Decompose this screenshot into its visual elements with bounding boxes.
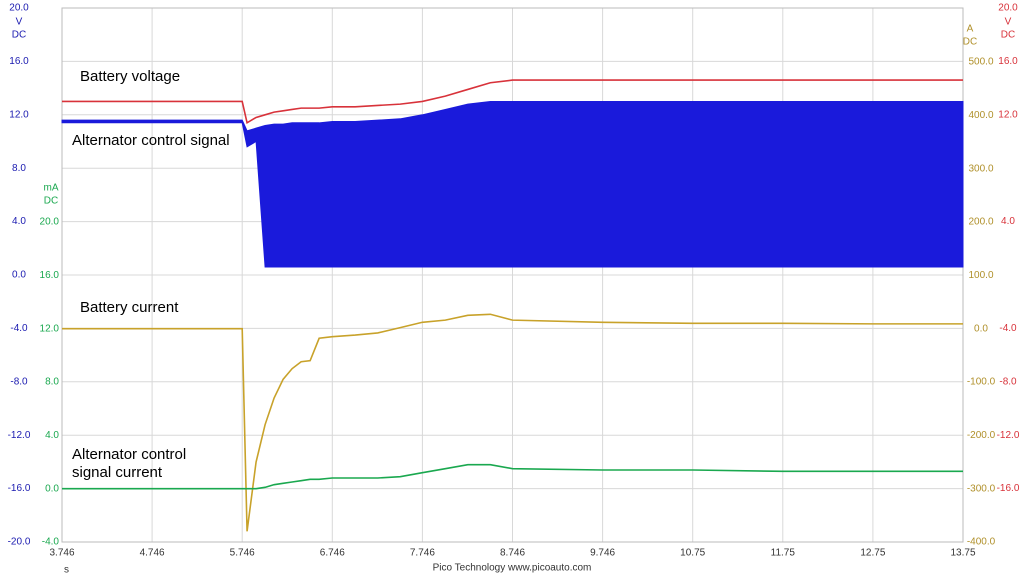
y-tick-label: 12.0 <box>40 323 60 334</box>
y-tick-label: -12.0 <box>997 430 1020 441</box>
x-tick-label: 3.746 <box>49 548 74 559</box>
y-tick-label: 4.0 <box>12 216 26 227</box>
x-tick-label: 11.75 <box>771 548 796 559</box>
y-tick-label: 300.0 <box>968 163 993 174</box>
x-axis-label: s <box>64 565 69 576</box>
y-tick-label: 20.0 <box>998 3 1018 14</box>
y-tick-label: 500.0 <box>968 57 993 68</box>
x-tick-label: 13.75 <box>950 548 975 559</box>
y-tick-label: 100.0 <box>968 270 993 281</box>
y-tick-label: -12.0 <box>8 430 31 441</box>
y-tick-label: -4.0 <box>42 537 60 548</box>
y-tick-label: -100.0 <box>967 377 996 388</box>
y-tick-label: -16.0 <box>997 483 1020 494</box>
y-tick-label: -200.0 <box>967 430 996 441</box>
series-label: Alternator control signal current <box>72 446 187 481</box>
axis-unit: A <box>967 24 974 35</box>
y-tick-label: 4.0 <box>45 430 59 441</box>
y-tick-label: 8.0 <box>45 377 59 388</box>
y-tick-label: -4.0 <box>999 323 1017 334</box>
axis-unit: DC <box>1001 30 1015 41</box>
plot-frame <box>61 7 964 543</box>
series-label: Alternator control signal <box>72 132 230 149</box>
x-tick-label: 7.746 <box>410 548 435 559</box>
axis-unit: DC <box>44 196 58 207</box>
y-tick-label: -300.0 <box>967 483 996 494</box>
footer: Pico Technology www.picoauto.com <box>433 563 592 574</box>
y-tick-label: 4.0 <box>1001 216 1015 227</box>
x-tick-label: 4.746 <box>140 548 165 559</box>
y-tick-label: -16.0 <box>8 483 31 494</box>
y-tick-label: -20.0 <box>8 537 31 548</box>
axis-unit: DC <box>963 37 977 48</box>
y-tick-label: 16.0 <box>9 56 29 67</box>
x-tick-label: 8.746 <box>500 548 525 559</box>
y-tick-label: 0.0 <box>12 270 26 281</box>
y-tick-label: -8.0 <box>999 376 1017 387</box>
y-tick-label: 400.0 <box>968 110 993 121</box>
y-tick-label: -400.0 <box>967 537 996 548</box>
y-tick-label: 200.0 <box>968 217 993 228</box>
x-tick-label: 6.746 <box>320 548 345 559</box>
axis-unit: mA <box>44 183 59 194</box>
series-line <box>62 463 963 490</box>
axis-unit: V <box>1005 17 1012 28</box>
x-tick-label: 10.75 <box>680 548 705 559</box>
y-tick-label: 20.0 <box>40 217 60 228</box>
series-line <box>62 313 963 532</box>
y-tick-label: 8.0 <box>12 163 26 174</box>
axis-unit: DC <box>12 30 26 41</box>
y-tick-label: 20.0 <box>9 3 29 14</box>
x-tick-label: 5.746 <box>230 548 255 559</box>
y-tick-label: 0.0 <box>974 323 988 334</box>
x-tick-label: 9.746 <box>590 548 615 559</box>
y-tick-label: -4.0 <box>10 323 28 334</box>
y-tick-label: 12.0 <box>9 109 29 120</box>
series-label: Battery voltage <box>80 68 181 85</box>
y-tick-label: 16.0 <box>40 270 60 281</box>
y-tick-label: 16.0 <box>998 56 1018 67</box>
y-tick-label: -8.0 <box>10 376 28 387</box>
y-tick-label: 0.0 <box>45 483 59 494</box>
series-label: Battery current <box>80 299 179 316</box>
signal-band <box>61 100 964 268</box>
series-line <box>62 79 963 125</box>
x-tick-label: 12.75 <box>860 548 885 559</box>
axis-unit: V <box>16 17 23 28</box>
y-tick-label: 12.0 <box>998 109 1018 120</box>
